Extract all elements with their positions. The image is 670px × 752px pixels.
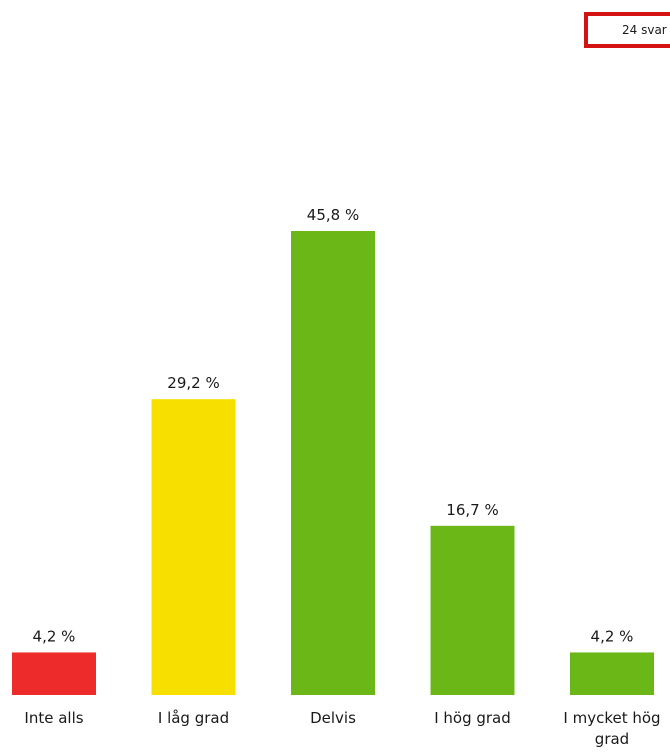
response-count-badge: 24 svar <box>584 12 670 48</box>
category-label-3: Delvis <box>310 709 356 727</box>
bar-5 <box>570 652 654 695</box>
bar-1 <box>12 652 96 695</box>
value-label-1: 4,2 % <box>33 627 76 645</box>
bar-4 <box>430 525 515 695</box>
bar-2 <box>151 399 236 695</box>
value-label-3: 45,8 % <box>307 206 359 224</box>
category-label-2: I låg grad <box>158 709 229 727</box>
category-label-4: I hög grad <box>434 709 511 727</box>
category-label-5: I mycket hög grad <box>563 709 660 748</box>
value-label-4: 16,7 % <box>446 501 498 519</box>
value-label-5: 4,2 % <box>591 627 634 645</box>
value-label-2: 29,2 % <box>167 374 219 392</box>
response-count-text: 24 svar <box>622 23 667 37</box>
bar-3 <box>291 231 375 695</box>
category-label-1: Inte alls <box>24 709 83 727</box>
